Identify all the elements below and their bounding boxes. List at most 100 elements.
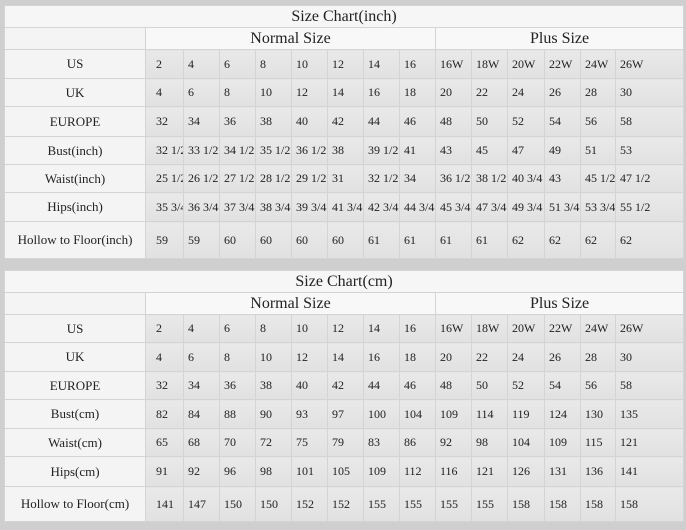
table-cell: 35 1/2 (255, 136, 292, 165)
table-cell: 34 1/2 (219, 136, 256, 165)
table-row: US 2 4 6 8 10 12 14 16 16W 18W 20W 22W 24W 26W (4, 49, 685, 79)
table-cell: 150 (219, 486, 256, 522)
chart-title: Size Chart(inch) (3, 5, 685, 28)
table-cell: 22W (544, 49, 581, 79)
table-cell: 4 (183, 49, 220, 79)
table-cell: 50 (471, 371, 508, 400)
table-cell: 112 (399, 456, 436, 487)
table-cell: 105 (327, 456, 364, 487)
table-cell: 26 1/2 (183, 164, 220, 193)
table-cell: 55 1/2 (614, 192, 685, 222)
table-cell: 10 (291, 49, 328, 79)
table-cell: 8 (219, 78, 256, 107)
table-cell: 54 (544, 371, 581, 400)
table-row: Waist(cm) 65 68 70 72 75 79 83 86 92 98 104 109 115 12… (4, 428, 685, 457)
table-cell: 155 (399, 486, 436, 522)
table-cell: 152 (291, 486, 328, 522)
group-header-row: Normal Size Plus Size (4, 292, 685, 315)
table-cell: 33 1/2 (183, 136, 220, 165)
table-cell: 28 (580, 78, 616, 107)
table-cell: 75 (291, 428, 328, 457)
table-row: US 2 4 6 8 10 12 14 16 16W 18W 20W 22W 24W 26W (4, 314, 685, 343)
table-cell: 41 3/4 (327, 192, 364, 222)
table-cell: 155 (363, 486, 400, 522)
table-cell: 62 (544, 221, 581, 259)
table-cell: 14 (363, 49, 400, 79)
table-cell: 24 (507, 78, 545, 107)
table-cell: 46 (399, 106, 436, 137)
table-cell: 30 (614, 342, 685, 372)
table-cell: 40 (291, 106, 328, 137)
table-cell: 18W (471, 314, 508, 343)
table-cell: 40 (291, 371, 328, 400)
table-cell: 32 (145, 106, 184, 137)
table-row: EUROPE 32 34 36 38 40 42 44 46 48 50 52 54 56 58 (4, 106, 685, 137)
table-cell: 31 (327, 164, 364, 193)
table-cell: 44 (363, 371, 400, 400)
table-cell: 18W (471, 49, 508, 79)
table-cell: 25 1/2 (145, 164, 184, 193)
table-cell: 48 (435, 106, 472, 137)
table-cell: 124 (544, 399, 581, 429)
table-cell: 48 (435, 371, 472, 400)
table-cell: 101 (291, 456, 328, 487)
size-table: Size Chart(cm) Normal Size Plus Size US 2 4 6 8… (3, 270, 685, 522)
table-cell: 36 1/2 (435, 164, 472, 193)
table-cell: 14 (327, 342, 364, 372)
table-cell: 135 (614, 399, 685, 429)
size-table: Size Chart(inch) Normal Size Plus Size US 2 4… (3, 5, 685, 259)
table-cell: 26 (544, 78, 581, 107)
table-cell: 53 3/4 (580, 192, 616, 222)
table-cell: 42 (327, 371, 364, 400)
table-cell: 62 (580, 221, 616, 259)
size-chart-inch: Size Chart(inch) Normal Size Plus Size US 2 4… (3, 5, 685, 259)
table-cell: 18 (399, 342, 436, 372)
table-cell: 16 (363, 78, 400, 107)
table-cell: 18 (399, 78, 436, 107)
table-row: UK 4 6 8 10 12 14 16 18 20 22 24 26 28 30 (4, 342, 685, 372)
row-label: Hollow to Floor(cm) (4, 486, 146, 522)
table-cell: 51 3/4 (544, 192, 581, 222)
table-cell: 86 (399, 428, 436, 457)
table-cell: 58 (614, 371, 685, 400)
table-cell: 34 (183, 106, 220, 137)
chart-title: Size Chart(cm) (3, 270, 685, 293)
table-cell: 60 (255, 221, 292, 259)
table-row: EUROPE 32 34 36 38 40 42 44 46 48 50 52 54 56 58 (4, 371, 685, 400)
table-cell: 12 (291, 78, 328, 107)
table-cell: 51 (580, 136, 616, 165)
table-row: Hips(cm) 91 92 96 98 101 105 109 112 116 121 126 131… (4, 456, 685, 487)
table-row: Bust(inch) 32 1/2 33 1/2 34 1/2 35 1/2 36 1/2… (4, 136, 685, 165)
row-label: UK (4, 342, 146, 372)
table-cell: 4 (145, 78, 184, 107)
table-cell: 121 (471, 456, 508, 487)
table-cell: 32 1/2 (363, 164, 400, 193)
table-cell: 92 (183, 456, 220, 487)
table-cell: 53 (614, 136, 685, 165)
table-cell: 37 3/4 (219, 192, 256, 222)
table-cell: 39 1/2 (363, 136, 400, 165)
table-cell: 45 (471, 136, 508, 165)
table-cell: 34 (399, 164, 436, 193)
table-cell: 16 (399, 49, 436, 79)
group-normal-size: Normal Size (145, 292, 436, 315)
table-cell: 104 (507, 428, 545, 457)
table-cell: 155 (471, 486, 508, 522)
table-cell: 155 (435, 486, 472, 522)
table-cell: 10 (291, 314, 328, 343)
table-cell: 60 (291, 221, 328, 259)
table-cell: 93 (291, 399, 328, 429)
table-cell: 147 (183, 486, 220, 522)
table-cell: 61 (471, 221, 508, 259)
table-cell: 6 (219, 49, 256, 79)
table-cell: 16 (399, 314, 436, 343)
table-cell: 56 (580, 106, 616, 137)
table-cell: 158 (614, 486, 685, 522)
table-cell: 2 (145, 49, 184, 79)
table-cell: 141 (145, 486, 184, 522)
table-cell: 90 (255, 399, 292, 429)
table-cell: 62 (614, 221, 685, 259)
table-cell: 22W (544, 314, 581, 343)
table-cell: 22 (471, 78, 508, 107)
table-cell: 59 (145, 221, 184, 259)
